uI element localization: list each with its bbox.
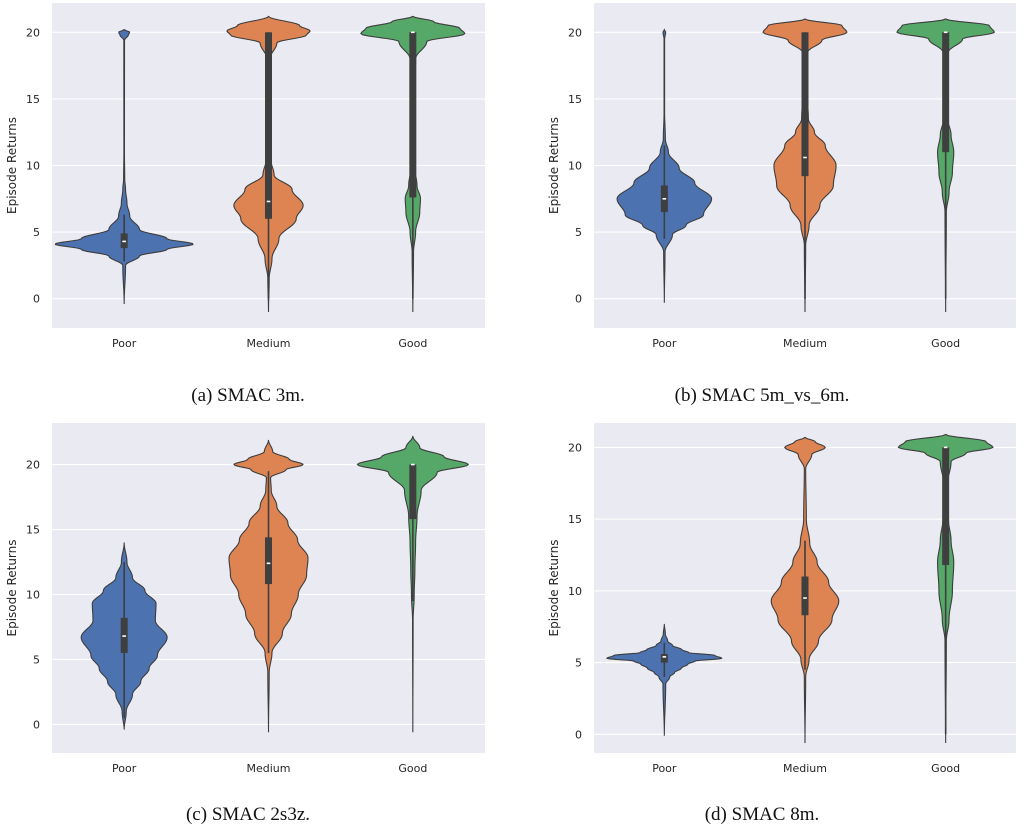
y-tick-label: 5	[575, 226, 582, 239]
x-tick-label: Good	[931, 762, 960, 775]
x-tick-label: Medium	[783, 762, 827, 775]
x-tick-label: Poor	[652, 337, 677, 350]
y-tick-label: 15	[26, 93, 40, 106]
y-tick-label: 10	[568, 160, 582, 173]
chart-panel-b: 0 5 10 15 20 Episode Returns Poor Medium Good (b…	[514, 0, 1028, 406]
y-tick-label: 10	[26, 588, 40, 601]
violin-body	[606, 623, 723, 736]
chart-caption-a: (a) SMAC 3m.	[191, 385, 305, 406]
y-tick-label: 20	[568, 441, 582, 454]
y-tick-label: 0	[33, 718, 40, 731]
violin-body	[54, 29, 194, 305]
y-axis-label: Episode Returns	[547, 539, 561, 636]
y-tick-label: 5	[33, 226, 40, 239]
x-tick-label: Medium	[247, 762, 291, 775]
x-tick-label: Good	[398, 337, 427, 350]
y-axis-label: Episode Returns	[5, 117, 19, 214]
chart-panel-c: 0 5 10 15 20 Episode Returns Poor Medium Good (c…	[0, 420, 514, 833]
y-tick-label: 20	[26, 26, 40, 39]
violin-chart-d: 0 5 10 15 20 Episode Returns Poor Medium Good	[547, 423, 1016, 775]
violin-iqr-box	[942, 32, 950, 153]
violin-iqr-box	[409, 464, 417, 520]
y-tick-label: 5	[33, 653, 40, 666]
violin-iqr-box	[660, 654, 668, 663]
chart-caption-d: (d) SMAC 8m.	[704, 804, 820, 825]
y-axis-label: Episode Returns	[5, 539, 19, 636]
violin-iqr-box	[801, 32, 809, 177]
x-tick-label: Medium	[783, 337, 827, 350]
x-tick-label: Medium	[247, 337, 291, 350]
violin-iqr-box	[942, 447, 950, 566]
violin-iqr-box	[801, 576, 809, 616]
chart-panel-a: 0 5 10 15 20 Episode Returns Poor Medium Good (a…	[0, 0, 514, 406]
y-tick-label: 15	[568, 93, 582, 106]
violin-iqr-box	[265, 537, 272, 585]
y-tick-label: 15	[568, 513, 582, 526]
chart-caption-c: (c) SMAC 2s3z.	[185, 804, 311, 825]
violin-iqr-box	[265, 32, 272, 219]
x-tick-label: Poor	[112, 762, 137, 775]
violin-chart-b: 0 5 10 15 20 Episode Returns Poor Medium Good	[547, 3, 1016, 350]
y-tick-label: 20	[568, 26, 582, 39]
violin-chart-c: 0 5 10 15 20 Episode Returns Poor Medium Good	[5, 423, 485, 775]
x-tick-label: Poor	[652, 762, 677, 775]
x-tick-label: Good	[398, 762, 427, 775]
x-tick-label: Poor	[112, 337, 137, 350]
y-tick-label: 20	[26, 459, 40, 472]
y-tick-label: 0	[575, 293, 582, 306]
y-tick-label: 0	[575, 728, 582, 741]
y-tick-label: 10	[568, 585, 582, 598]
chart-panel-d: 0 5 10 15 20 Episode Returns Poor Medium Good (d…	[514, 420, 1028, 833]
y-tick-label: 5	[575, 657, 582, 670]
violin-chart-a: 0 5 10 15 20 Episode Returns Poor Medium Good	[5, 3, 485, 350]
x-tick-label: Good	[931, 337, 960, 350]
y-axis-label: Episode Returns	[547, 117, 561, 214]
y-tick-label: 15	[26, 524, 40, 537]
chart-caption-b: (b) SMAC 5m_vs_6m.	[674, 385, 850, 406]
y-tick-label: 10	[26, 160, 40, 173]
y-tick-label: 0	[33, 293, 40, 306]
violin-iqr-box	[409, 32, 417, 198]
